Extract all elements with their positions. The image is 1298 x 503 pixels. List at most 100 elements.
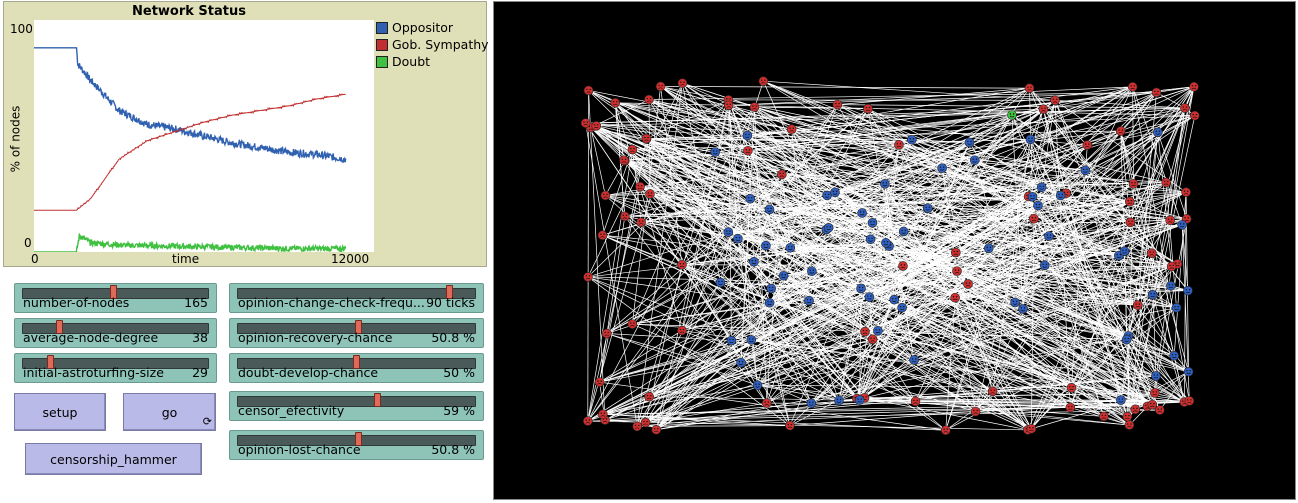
network-node-red[interactable] xyxy=(777,170,786,179)
slider-opinion-change-check-frequency[interactable]: opinion-change-check-frequ... 90 ticks xyxy=(229,283,484,313)
network-node-red[interactable] xyxy=(1126,218,1135,227)
network-node-red[interactable] xyxy=(598,410,607,419)
network-node-blue[interactable] xyxy=(747,335,756,344)
slider-opinion-recovery-chance[interactable]: opinion-recovery-chance 50.8 % xyxy=(229,318,484,348)
network-node-red[interactable] xyxy=(652,425,661,434)
network-node-red[interactable] xyxy=(620,212,629,221)
network-node-red[interactable] xyxy=(1025,84,1034,93)
network-node-red[interactable] xyxy=(1150,388,1159,397)
network-node-blue[interactable] xyxy=(881,238,890,247)
network-node-blue[interactable] xyxy=(824,223,833,232)
network-node-red[interactable] xyxy=(941,426,950,435)
network-node-blue[interactable] xyxy=(965,138,974,147)
network-node-red[interactable] xyxy=(678,79,687,88)
network-node-blue[interactable] xyxy=(1122,335,1131,344)
network-node-blue[interactable] xyxy=(805,296,814,305)
slider-initial-astroturfing-size[interactable]: initial-astroturfing-size 29 xyxy=(14,353,217,383)
network-node-blue[interactable] xyxy=(1018,304,1027,313)
slider-opinion-lost-chance[interactable]: opinion-lost-chance 50.8 % xyxy=(229,430,484,460)
slider-average-node-degree[interactable]: average-node-degree 38 xyxy=(14,318,217,348)
network-node-blue[interactable] xyxy=(767,284,776,293)
network-node-blue[interactable] xyxy=(711,147,720,156)
network-node-red[interactable] xyxy=(1147,249,1156,258)
network-node-blue[interactable] xyxy=(1081,166,1090,175)
network-node-blue[interactable] xyxy=(984,244,993,253)
network-node-green[interactable] xyxy=(1008,111,1017,120)
network-node-red[interactable] xyxy=(953,267,962,276)
network-node-blue[interactable] xyxy=(865,293,874,302)
network-node-blue[interactable] xyxy=(834,396,843,405)
network-node-blue[interactable] xyxy=(1044,232,1053,241)
network-node-blue[interactable] xyxy=(1178,220,1187,229)
network-node-blue[interactable] xyxy=(765,205,774,214)
network-node-red[interactable] xyxy=(1166,216,1175,225)
network-node-red[interactable] xyxy=(1050,96,1059,105)
network-node-red[interactable] xyxy=(581,119,590,128)
network-node-red[interactable] xyxy=(642,134,651,143)
network-node-red[interactable] xyxy=(743,146,752,155)
network-node-blue[interactable] xyxy=(1040,261,1049,270)
censorship-hammer-button[interactable]: censorship_hammer xyxy=(25,443,202,475)
network-node-blue[interactable] xyxy=(779,271,788,280)
network-node-blue[interactable] xyxy=(724,228,733,237)
network-node-red[interactable] xyxy=(1039,105,1048,114)
network-node-blue[interactable] xyxy=(716,278,725,287)
network-node-blue[interactable] xyxy=(753,381,762,390)
network-node-blue[interactable] xyxy=(1166,281,1175,290)
network-node-blue[interactable] xyxy=(1011,298,1020,307)
network-node-blue[interactable] xyxy=(866,235,875,244)
network-node-red[interactable] xyxy=(619,156,628,165)
network-node-red[interactable] xyxy=(1131,405,1140,414)
network-node-red[interactable] xyxy=(787,125,796,134)
network-node-blue[interactable] xyxy=(807,399,816,408)
network-node-blue[interactable] xyxy=(765,298,774,307)
network-node-blue[interactable] xyxy=(898,303,907,312)
network-node-red[interactable] xyxy=(677,260,686,269)
network-node-blue[interactable] xyxy=(1026,135,1035,144)
network-node-red[interactable] xyxy=(645,392,654,401)
network-node-red[interactable] xyxy=(611,98,620,107)
network-node-red[interactable] xyxy=(833,100,842,109)
network-node-red[interactable] xyxy=(592,121,601,130)
network-node-red[interactable] xyxy=(1162,178,1171,187)
network-node-red[interactable] xyxy=(1167,262,1176,271)
network-node-blue[interactable] xyxy=(737,358,746,367)
network-node-blue[interactable] xyxy=(761,241,770,250)
network-node-blue[interactable] xyxy=(858,208,867,217)
network-node-blue[interactable] xyxy=(1151,372,1160,381)
network-node-red[interactable] xyxy=(1190,111,1199,120)
network-world-view[interactable] xyxy=(493,1,1296,500)
network-node-blue[interactable] xyxy=(1028,192,1037,201)
network-node-red[interactable] xyxy=(637,218,646,227)
network-node-red[interactable] xyxy=(584,86,593,95)
network-node-blue[interactable] xyxy=(855,396,864,405)
network-node-red[interactable] xyxy=(1116,127,1125,136)
network-node-blue[interactable] xyxy=(749,257,758,266)
network-node-red[interactable] xyxy=(1125,421,1134,430)
network-node-red[interactable] xyxy=(1123,412,1132,421)
network-node-red[interactable] xyxy=(1182,188,1191,197)
network-node-red[interactable] xyxy=(583,272,592,281)
network-node-red[interactable] xyxy=(645,189,654,198)
network-node-blue[interactable] xyxy=(880,179,889,188)
network-node-blue[interactable] xyxy=(1120,247,1129,256)
network-node-red[interactable] xyxy=(595,378,604,387)
network-node-red[interactable] xyxy=(951,293,960,302)
network-node-blue[interactable] xyxy=(1153,128,1162,137)
network-node-blue[interactable] xyxy=(733,234,742,243)
network-node-red[interactable] xyxy=(1099,412,1108,421)
network-node-blue[interactable] xyxy=(1184,367,1193,376)
network-node-red[interactable] xyxy=(863,104,872,113)
network-node-blue[interactable] xyxy=(1183,286,1192,295)
network-node-red[interactable] xyxy=(1129,179,1138,188)
network-node-blue[interactable] xyxy=(746,194,755,203)
network-node-red[interactable] xyxy=(1152,88,1161,97)
network-node-red[interactable] xyxy=(988,387,997,396)
network-node-red[interactable] xyxy=(601,191,610,200)
network-node-blue[interactable] xyxy=(899,227,908,236)
network-node-red[interactable] xyxy=(964,280,973,289)
network-node-blue[interactable] xyxy=(970,156,979,165)
network-node-red[interactable] xyxy=(602,329,611,338)
network-node-blue[interactable] xyxy=(890,295,899,304)
network-node-blue[interactable] xyxy=(807,267,816,276)
